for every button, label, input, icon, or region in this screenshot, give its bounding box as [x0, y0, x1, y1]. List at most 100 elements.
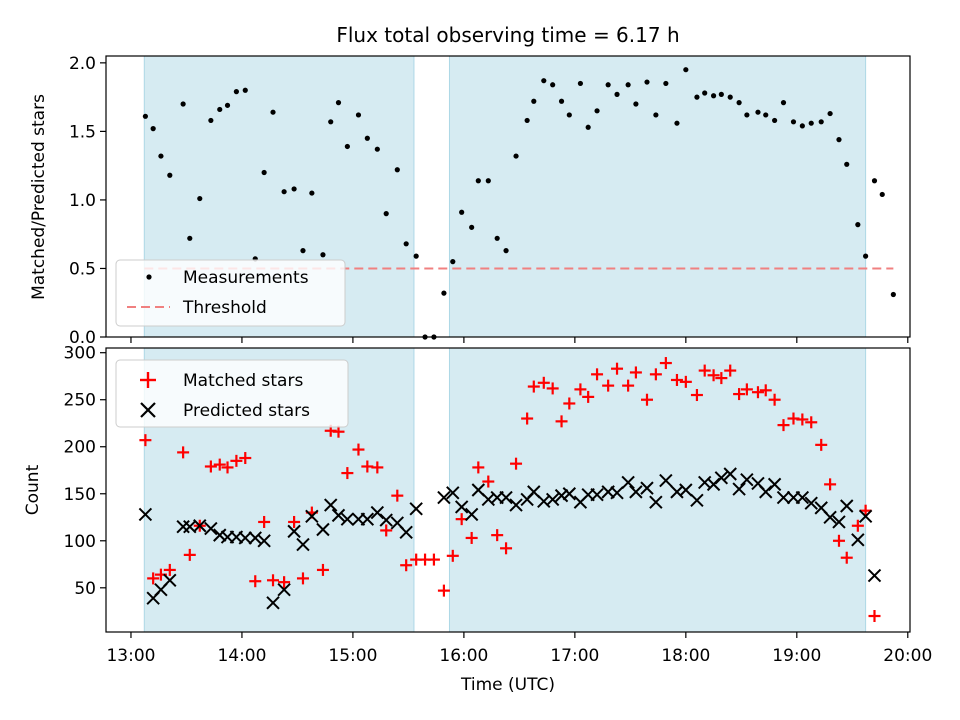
- measurement-point-4: [180, 101, 186, 107]
- matched-point-3: [163, 563, 176, 576]
- top-panel: 0.00.51.01.52.0 Matched/Predicted stars …: [29, 54, 911, 348]
- matched-point-61: [707, 369, 720, 382]
- measurement-point-2: [158, 153, 164, 159]
- matched-point-75: [832, 534, 845, 547]
- measurement-point-41: [524, 117, 530, 124]
- measurement-point-33: [450, 259, 456, 265]
- measurement-point-61: [710, 93, 717, 99]
- matched-point-0: [139, 434, 152, 447]
- y-tick-label-5: 300: [64, 344, 96, 364]
- measurement-point-11: [242, 87, 248, 93]
- matched-point-25: [371, 461, 384, 474]
- measurement-point-37: [485, 178, 491, 184]
- measurement-point-42: [531, 98, 537, 104]
- predicted-point-17: [296, 537, 310, 552]
- matched-point-69: [777, 419, 790, 432]
- matched-point-8: [213, 458, 226, 471]
- measurement-point-29: [413, 253, 419, 259]
- predicted-point-51: [629, 485, 643, 499]
- chart-title: Flux total observing time = 6.17 h: [336, 23, 679, 47]
- measurement-point-75: [836, 137, 842, 143]
- measurement-point-3: [167, 172, 173, 178]
- measurement-point-14: [270, 109, 276, 115]
- predicted-point-62: [732, 482, 746, 496]
- matched-point-65: [740, 383, 753, 396]
- matched-point-28: [400, 559, 413, 572]
- measurement-point-46: [566, 112, 572, 118]
- predicted-point-43: [554, 488, 569, 503]
- x-tick-label-5: 18:00: [661, 646, 710, 666]
- matched-point-33: [446, 549, 459, 562]
- matched-markers: [139, 357, 881, 623]
- predicted-point-3: [163, 573, 177, 587]
- matched-point-10: [230, 454, 243, 467]
- y-tick-label-2: 1.0: [69, 191, 96, 211]
- measurement-point-22: [344, 143, 350, 150]
- y-tick-label-0: 0.0: [69, 328, 96, 348]
- matched-point-31: [427, 553, 440, 566]
- predicted-point-13: [257, 534, 271, 548]
- predicted-point-44: [562, 487, 577, 501]
- matched-point-12: [249, 575, 262, 588]
- predicted-point-60: [714, 471, 729, 485]
- matched-point-59: [690, 389, 703, 402]
- predicted-point-61: [723, 467, 737, 481]
- measurement-point-47: [577, 80, 584, 87]
- matched-point-51: [611, 362, 624, 375]
- measurement-point-21: [335, 100, 342, 106]
- predicted-point-26: [379, 513, 393, 527]
- top-axes-frame: [105, 55, 911, 338]
- measurement-point-8: [217, 106, 223, 113]
- x-tick-label-0: 13:00: [106, 646, 155, 666]
- predicted-point-18: [305, 509, 319, 524]
- measurement-point-19: [320, 252, 326, 258]
- matched-point-23: [352, 443, 365, 456]
- predicted-point-72: [823, 510, 837, 524]
- measurement-point-70: [790, 119, 797, 125]
- bottom-panel: 50 100 150 200 250 300 13:00 14:00 15:00 16:00 17…: [23, 344, 932, 695]
- predicted-point-8: [213, 528, 227, 542]
- predicted-point-24: [360, 512, 375, 526]
- matched-point-27: [391, 489, 404, 502]
- measurement-point-5: [187, 235, 193, 241]
- y-tick-label-4: 2.0: [69, 54, 96, 74]
- predicted-point-30: [437, 490, 451, 505]
- measurement-point-43: [541, 78, 547, 84]
- matched-point-52: [622, 379, 635, 392]
- matched-point-41: [521, 412, 534, 425]
- matched-point-17: [296, 572, 309, 585]
- measurement-point-52: [625, 82, 631, 88]
- y-tick-label-3: 1.5: [69, 122, 96, 142]
- matched-point-46: [563, 397, 576, 410]
- matched-point-42: [527, 380, 540, 393]
- x-tick-label-1: 14:00: [217, 646, 266, 666]
- predicted-point-14: [266, 596, 280, 610]
- matched-point-40: [510, 457, 523, 470]
- matched-point-66: [751, 386, 764, 399]
- measurement-point-49: [594, 108, 600, 114]
- measurement-point-66: [755, 109, 761, 115]
- legend-predicted-label: Predicted stars: [183, 401, 310, 421]
- measurement-point-59: [694, 94, 700, 100]
- measurement-point-57: [674, 120, 680, 126]
- legend-predicted-marker: [140, 402, 156, 418]
- measurement-point-64: [736, 100, 742, 106]
- measurement-point-10: [233, 89, 239, 95]
- predicted-point-56: [679, 483, 693, 497]
- matched-point-49: [591, 368, 604, 381]
- measurement-point-81: [890, 291, 896, 298]
- matched-point-74: [824, 478, 837, 491]
- predicted-point-57: [690, 493, 704, 508]
- top-legend: Measurements Threshold: [115, 259, 346, 327]
- predicted-point-15: [277, 582, 291, 597]
- predicted-point-47: [590, 487, 604, 502]
- predicted-point-66: [767, 477, 782, 492]
- bottom-legend-box: [115, 359, 349, 428]
- bottom-y-ticks: 50 100 150 200 250 300: [64, 344, 106, 599]
- predicted-point-20: [324, 498, 338, 512]
- x-axis-label: Time (UTC): [460, 675, 555, 695]
- matched-point-62: [715, 372, 728, 385]
- predicted-point-42: [545, 492, 560, 507]
- measurement-point-23: [355, 112, 362, 118]
- measurement-point-58: [683, 67, 689, 73]
